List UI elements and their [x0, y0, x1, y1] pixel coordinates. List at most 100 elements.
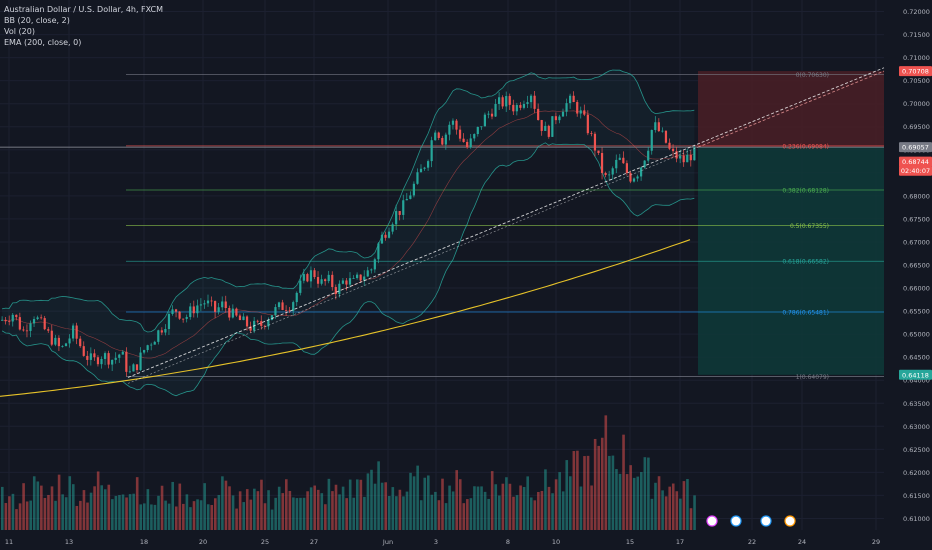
- price-axis[interactable]: 0.72000 0.71500 0.71000 0.70500 0.70000 0.695…: [903, 8, 930, 523]
- candle-body: [313, 270, 316, 278]
- volume-bar: [558, 472, 561, 530]
- candle-body: [103, 353, 107, 359]
- candle-body: [167, 313, 171, 329]
- volume-bar: [189, 507, 192, 530]
- candle-body: [15, 314, 18, 318]
- volume-bar: [256, 491, 260, 530]
- volume-bar: [75, 505, 79, 530]
- time-tick-label: 17: [676, 538, 684, 546]
- candle-body: [625, 163, 628, 174]
- volume-bar: [537, 491, 540, 530]
- volume-bar: [299, 497, 302, 530]
- volume-bar: [682, 481, 686, 530]
- candle-body: [292, 302, 295, 312]
- candle-body: [338, 283, 341, 295]
- volume-bar: [331, 491, 334, 530]
- candle-body: [579, 110, 582, 114]
- candle-body: [458, 129, 462, 139]
- candle-body: [242, 316, 245, 321]
- event-markers[interactable]: [706, 515, 796, 527]
- volume-bar: [380, 482, 384, 530]
- volume-bar: [661, 490, 664, 530]
- volume-bar: [427, 475, 430, 530]
- volume-bar: [217, 495, 221, 530]
- trendline-secondary: [127, 146, 699, 384]
- volume-bar: [72, 484, 75, 530]
- volume-bar: [288, 490, 292, 530]
- volume-bar: [125, 497, 128, 530]
- candle-body: [402, 200, 405, 215]
- volume-bar: [593, 438, 597, 530]
- time-tick-label: 13: [65, 538, 73, 546]
- indicator-ema-label[interactable]: EMA (200, close, 0): [4, 38, 82, 47]
- candle-body: [160, 330, 163, 333]
- candle-body: [132, 364, 135, 372]
- trendline[interactable]: [127, 67, 885, 384]
- candle-body: [405, 198, 408, 201]
- candle-body: [79, 338, 82, 347]
- volume-bar: [334, 484, 338, 530]
- volume-bar: [675, 491, 679, 530]
- candle-body: [356, 274, 359, 279]
- chart-legend: Australian Dollar / U.S. Dollar, 4h, FXC…: [4, 4, 163, 48]
- time-tick-label: 8: [506, 538, 510, 546]
- candle-body: [572, 95, 575, 103]
- price-tick-label: 0.66500: [903, 262, 930, 270]
- volume-bar: [281, 493, 285, 530]
- volume-bar: [224, 480, 228, 530]
- candle-body: [192, 306, 195, 314]
- fibonacci-retracement[interactable]: 0(0.70630) 0.236(0.69084) 0.382(0.68128) 0.…: [126, 72, 884, 381]
- candle-body: [29, 323, 32, 331]
- volume-bar: [338, 494, 341, 530]
- volume-bar: [416, 465, 419, 530]
- volume-bar: [277, 486, 281, 530]
- volume-bar: [508, 483, 512, 530]
- candle-body: [203, 303, 206, 305]
- candle-body: [199, 304, 202, 306]
- candle-body: [675, 151, 678, 159]
- candle-body: [348, 278, 352, 285]
- volume-bar: [309, 487, 313, 530]
- candle-body: [75, 325, 78, 339]
- indicator-bb-label[interactable]: BB (20, close, 2): [4, 16, 70, 25]
- event-flag-icon: [760, 515, 772, 527]
- volume-bar: [409, 472, 412, 530]
- volume-bar: [150, 504, 153, 530]
- candle-body: [185, 316, 188, 319]
- candle-body: [498, 97, 501, 104]
- fib-level-label: 0.5(0.67355): [790, 223, 829, 230]
- price-tick-label: 0.61000: [903, 515, 930, 523]
- volume-bar: [622, 434, 625, 530]
- time-axis[interactable]: 11 13 18 20 25 27 Jun 3 8 10 15 17 22 24 29: [5, 538, 880, 546]
- candle-body: [107, 353, 110, 365]
- bollinger-bands: [1, 69, 695, 397]
- volume-bar: [111, 499, 114, 530]
- symbol-title[interactable]: Australian Dollar / U.S. Dollar, 4h, FXC…: [4, 5, 164, 14]
- candle-body: [664, 130, 668, 143]
- volume-bar: [494, 484, 498, 530]
- candle-body: [657, 122, 660, 132]
- price-tick-label: 0.64500: [903, 354, 930, 362]
- indicator-vol-label[interactable]: Vol (20): [4, 27, 35, 36]
- volume-bar: [501, 483, 505, 530]
- volume-bar: [668, 486, 671, 530]
- volume-bar: [647, 457, 650, 530]
- price-tick-label: 0.71500: [903, 31, 930, 39]
- candle-body: [178, 311, 181, 319]
- candle-body: [391, 224, 394, 232]
- volume-bar: [270, 509, 274, 530]
- volume-bar: [68, 476, 72, 530]
- volume-bar: [245, 489, 249, 530]
- volume-bar: [118, 495, 121, 530]
- candle-body: [483, 114, 486, 127]
- candle-body: [235, 308, 238, 316]
- bb-fill: [2, 70, 695, 396]
- candle-body: [32, 319, 36, 324]
- candle-body: [654, 122, 657, 130]
- volume-bar: [395, 496, 398, 530]
- candle-body: [345, 280, 348, 285]
- volume-bar: [292, 497, 295, 530]
- volume-bar: [114, 495, 118, 530]
- volume-bar: [590, 485, 593, 530]
